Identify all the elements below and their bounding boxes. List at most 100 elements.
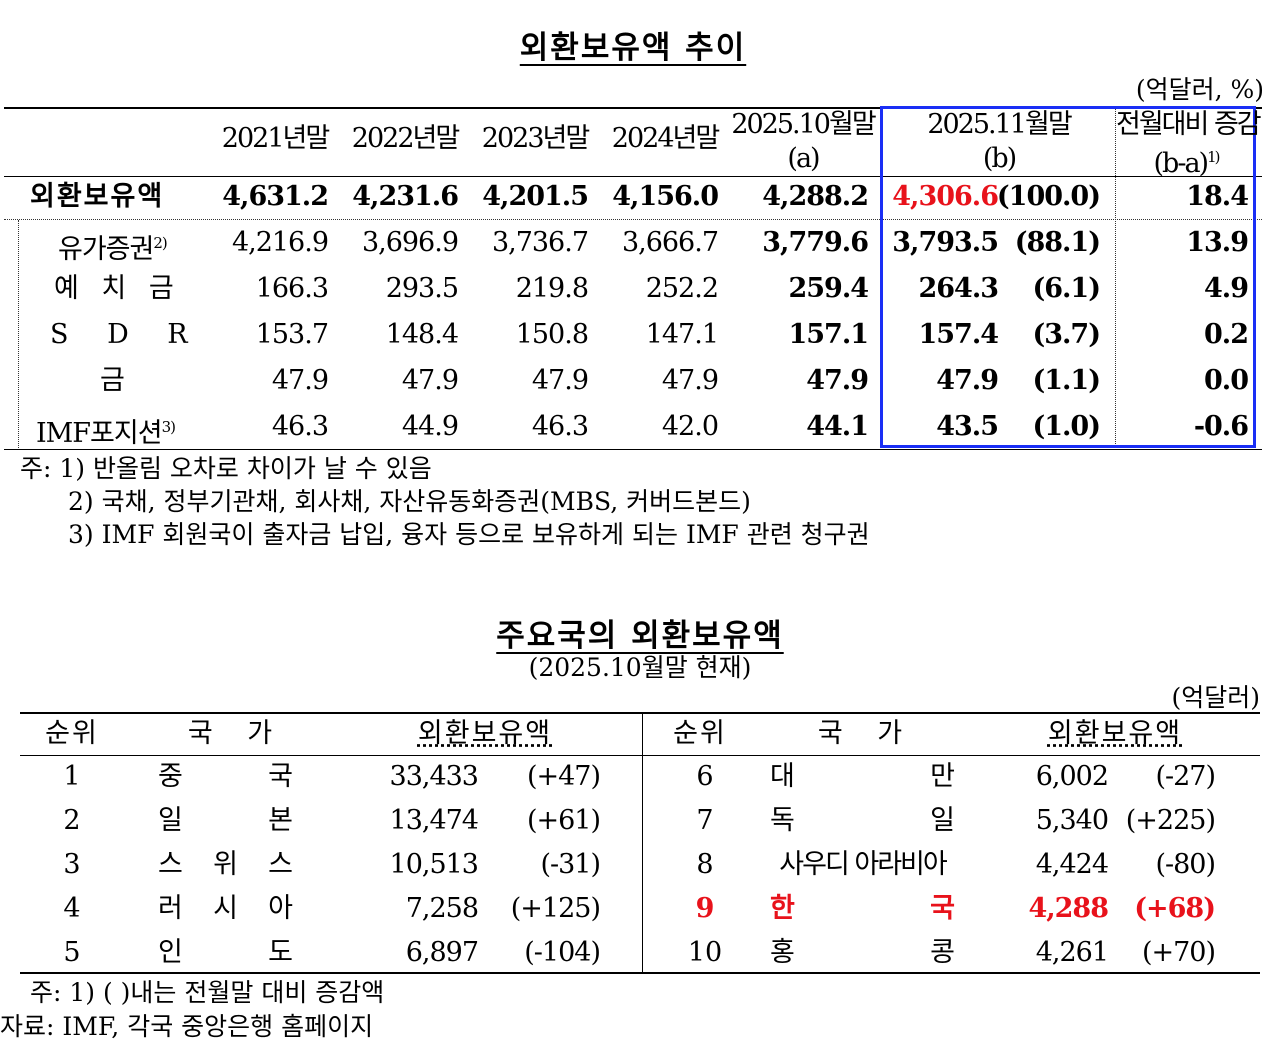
cell-share: (6.1) (1032, 273, 1101, 304)
reserves-value: 6,002 (1035, 761, 1109, 792)
country-rank: 1 (63, 761, 81, 792)
row-label: IMF포지션3) (36, 418, 176, 449)
col-header-change-mark: (b-a)1) (1153, 148, 1221, 179)
cell-y2021: 153.7 (255, 319, 329, 350)
row-label: 예 치 금 (54, 273, 174, 304)
col-header-oct2025: 2025.10월말 (731, 109, 876, 140)
change-column-divider (1115, 108, 1116, 448)
country-header-right: 국 가 (817, 718, 903, 749)
country-name-part: 일 (930, 805, 955, 836)
reserves-change: (+61) (526, 805, 601, 836)
cell-nov2025: 43.5 (936, 411, 999, 442)
reserves-value: 4,261 (1035, 937, 1109, 968)
cell-oct2025: 4,288.2 (762, 181, 869, 212)
row-label: 금 (100, 365, 125, 396)
country-rank: 8 (696, 849, 714, 880)
country-rank: 10 (687, 937, 723, 968)
cell-y2022: 293.5 (385, 273, 459, 304)
country-rank: 5 (63, 937, 81, 968)
cell-change: 0.2 (1204, 319, 1249, 350)
country-name: 사우디 아라비아 (770, 848, 955, 882)
table2-center-divider (642, 713, 643, 972)
country-name-part: 콩 (930, 937, 955, 968)
country-rank: 3 (63, 849, 81, 880)
cell-nov2025: 157.4 (918, 319, 999, 350)
country-name-part: 시 (213, 893, 238, 924)
country-name-part: 독 (770, 805, 795, 836)
reserves-value: 4,424 (1035, 849, 1109, 880)
section-title: 주요국의 외환보유액 (496, 618, 784, 654)
table2-top-rule (20, 712, 1260, 714)
reserves-change: (+125) (510, 893, 601, 924)
col-header-2024: 2024년말 (611, 123, 720, 154)
country-rank: 9 (695, 893, 715, 924)
note-2: 2) 국채, 정부기관채, 회사채, 자산유동화증권(MBS, 커버드본드) (68, 487, 751, 516)
cell-y2022: 3,696.9 (361, 227, 459, 258)
footnote-mark: 3) (161, 418, 176, 436)
cell-y2021: 4,631.2 (222, 181, 329, 212)
cell-nov2025: 264.3 (918, 273, 999, 304)
reserves-header-right: 외환보유액 (1047, 718, 1183, 749)
country-name-part: 홍 (770, 937, 795, 968)
reserves-value: 13,474 (389, 805, 479, 836)
reserves-change: (-31) (540, 849, 601, 880)
cell-y2023: 46.3 (531, 411, 589, 442)
table-header-rule (4, 176, 1262, 177)
cell-y2022: 148.4 (385, 319, 459, 350)
country-name-part: 인 (158, 937, 183, 968)
reserves-value: 10,513 (389, 849, 479, 880)
country-name-part: 스 (268, 849, 293, 880)
cell-y2024: 4,156.0 (612, 181, 719, 212)
table2-notes: 주: 1) ( )내는 전월말 대비 증감액 자료: IMF, 각국 중앙은행 … (0, 976, 384, 1044)
note-1: 주: 1) 반올림 오차로 차이가 날 수 있음 (20, 454, 432, 483)
reserves-change: (+68) (1134, 893, 1216, 924)
country-rank: 4 (63, 893, 81, 924)
country-name-part: 국 (268, 761, 293, 792)
cell-change: -0.6 (1193, 411, 1249, 442)
cell-y2023: 150.8 (515, 319, 589, 350)
cell-y2022: 44.9 (401, 411, 459, 442)
rank-header-left: 순위 (45, 718, 99, 749)
cell-share: (100.0) (996, 181, 1101, 212)
country-name-part: 사우디 아라비아 (779, 849, 947, 880)
cell-share: (1.1) (1032, 365, 1101, 396)
country-name-part: 아 (268, 893, 293, 924)
country-rank: 6 (696, 761, 714, 792)
country-name-part: 한 (770, 893, 795, 924)
cell-y2021: 166.3 (255, 273, 329, 304)
reserves-change: (+225) (1125, 805, 1216, 836)
country-name-part: 러 (158, 893, 183, 924)
col-header-2021: 2021년말 (221, 123, 330, 154)
table-bottom-rule (4, 449, 1262, 450)
col-header-nov2025: 2025.11월말 (927, 109, 1072, 140)
cell-nov2025: 3,793.5 (892, 227, 999, 258)
country-name-part: 본 (268, 805, 293, 836)
reserves-value: 5,340 (1035, 805, 1109, 836)
cell-change: 4.9 (1204, 273, 1249, 304)
cell-y2021: 46.3 (271, 411, 329, 442)
reserves-change: (-80) (1155, 849, 1216, 880)
rank-header-right: 순위 (673, 718, 727, 749)
footnote-mark: 1) (1207, 148, 1220, 166)
cell-y2023: 219.8 (515, 273, 589, 304)
unit-label-2: (억달러) (1171, 683, 1260, 712)
table-notes: 주: 1) 반올림 오차로 차이가 날 수 있음 2) 국채, 정부기관채, 회… (20, 452, 870, 551)
cell-change: 18.4 (1186, 181, 1249, 212)
reserves-header-left: 외환보유액 (417, 718, 553, 749)
highlight-box (880, 106, 1256, 448)
cell-change: 13.9 (1186, 227, 1249, 258)
cell-oct2025: 3,779.6 (762, 227, 869, 258)
page-title: 외환보유액 추이 (519, 30, 747, 66)
cell-y2024: 252.2 (645, 273, 719, 304)
reserves-change: (-27) (1155, 761, 1216, 792)
cell-oct2025: 259.4 (788, 273, 869, 304)
country-header-left: 국 가 (187, 718, 273, 749)
col-header-oct2025-mark: (a) (787, 143, 820, 174)
